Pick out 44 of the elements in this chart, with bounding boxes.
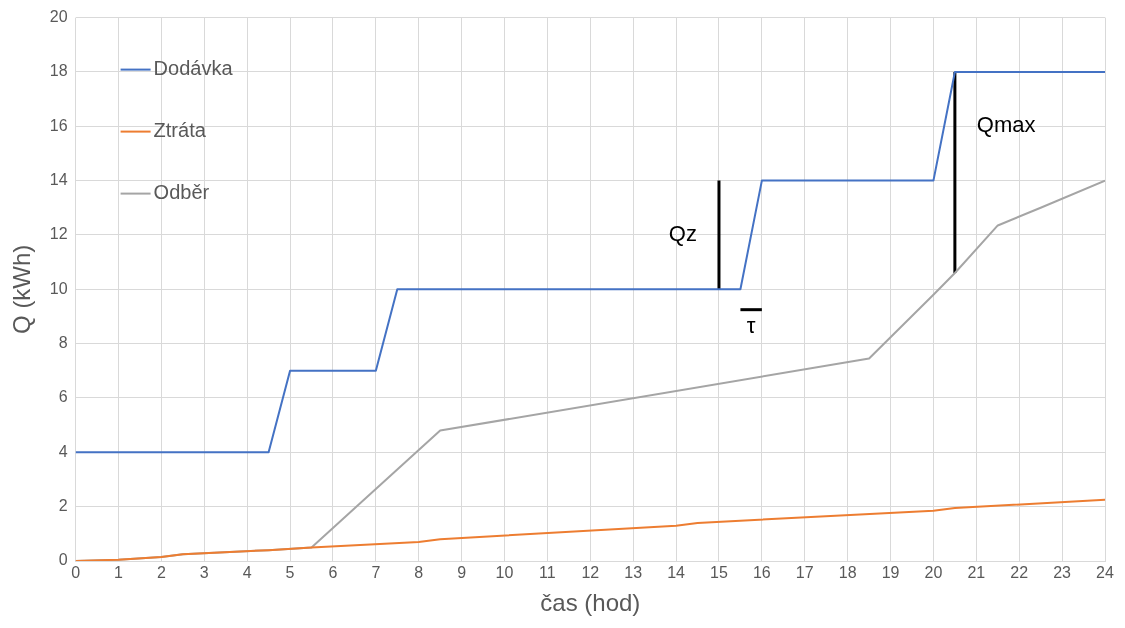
y-tick-label: 0 [58, 551, 68, 569]
y-tick-label: 2 [58, 497, 68, 515]
x-tick-label: 6 [328, 564, 338, 582]
x-tick-label: 24 [1096, 564, 1114, 582]
y-axis-title: Q (kWh) [8, 244, 36, 334]
x-tick-label: 18 [838, 564, 857, 582]
x-tick-label: 19 [881, 564, 900, 582]
x-tick-label: 1 [114, 564, 124, 582]
x-tick-label: 7 [371, 564, 381, 582]
x-tick-label: 12 [581, 564, 600, 582]
legend-label: Dodávka [153, 57, 234, 80]
x-tick-label: 9 [457, 564, 467, 582]
y-tick-label: 4 [58, 442, 68, 460]
x-tick-label: 13 [624, 564, 643, 582]
legend-label: Ztráta [153, 119, 207, 142]
y-tick-label: 18 [49, 62, 68, 80]
x-tick-label: 16 [752, 564, 771, 582]
y-tick-label: 10 [49, 279, 68, 297]
x-tick-label: 0 [71, 564, 81, 582]
y-tick-label: 8 [58, 334, 68, 352]
x-tick-label: 20 [924, 564, 943, 582]
x-tick-label: 23 [1053, 564, 1072, 582]
annotation: Qz [668, 221, 697, 247]
x-tick-label: 2 [156, 564, 166, 582]
x-tick-label: 3 [199, 564, 209, 582]
x-tick-label: 17 [795, 564, 814, 582]
y-tick-label: 12 [49, 225, 68, 243]
x-tick-label: 14 [667, 564, 686, 582]
x-tick-label: 4 [242, 564, 252, 582]
x-tick-label: 15 [710, 564, 728, 582]
x-axis-title: čas (hod) [540, 589, 641, 617]
y-tick-label: 16 [49, 116, 68, 134]
x-tick-label: 21 [967, 564, 986, 582]
x-tick-label: 10 [495, 564, 514, 582]
x-tick-label: 8 [414, 564, 424, 582]
y-tick-label: 14 [49, 171, 68, 189]
x-tick-label: 5 [285, 564, 295, 582]
y-tick-label: 6 [58, 388, 68, 406]
annotation: Qmax [976, 112, 1036, 138]
x-tick-label: 22 [1010, 564, 1029, 582]
annotation: τ [746, 312, 756, 338]
x-tick-label: 11 [539, 564, 556, 582]
legend-label: Odběr [153, 181, 210, 204]
y-tick-label: 20 [49, 8, 68, 26]
